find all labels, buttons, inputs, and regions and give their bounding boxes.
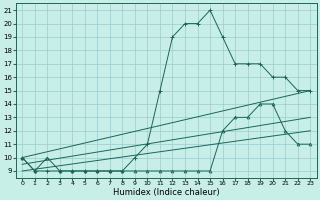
X-axis label: Humidex (Indice chaleur): Humidex (Indice chaleur) <box>113 188 220 197</box>
